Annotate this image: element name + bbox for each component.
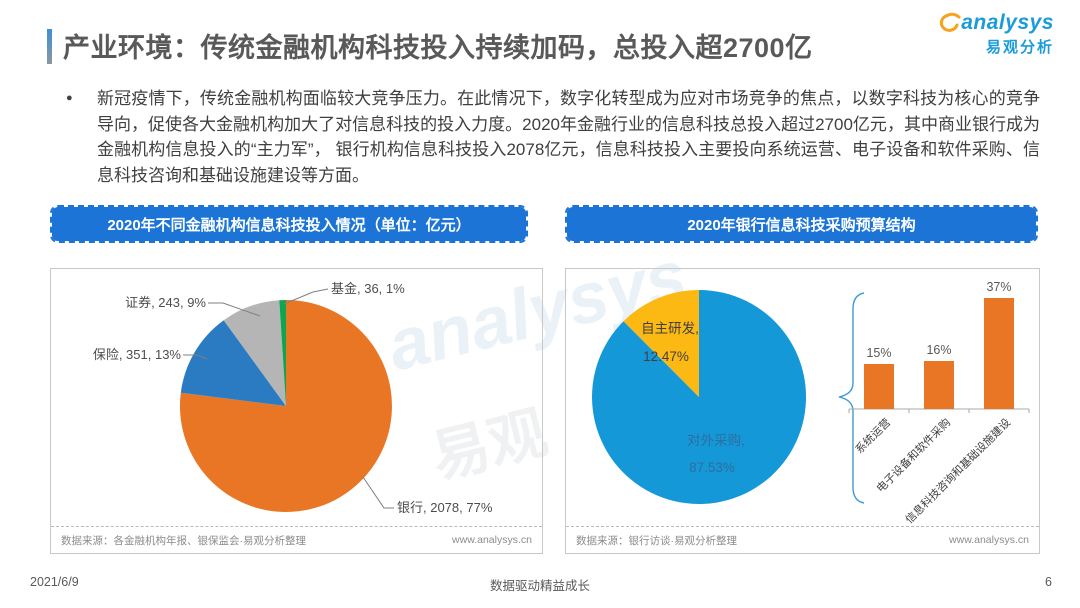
pie-label-procurement-name: 对外采购, — [687, 433, 745, 448]
bar-系统运营 — [864, 364, 894, 409]
bar-value-label: 15% — [866, 346, 891, 360]
right-source-row: 数据来源：银行访谈·易观分析整理 www.analysys.cn — [566, 526, 1039, 553]
bar-电子设备和软件采购 — [924, 361, 954, 409]
title-accent-bar — [47, 29, 52, 64]
right-source-text: 数据来源：银行访谈·易观分析整理 — [576, 534, 737, 547]
bar-信息科技咨询和基础设施建设 — [984, 298, 1014, 409]
logo-swoosh-icon — [940, 12, 961, 32]
left-chart-header: 2020年不同金融机构信息科技投入情况（单位：亿元） — [50, 205, 528, 243]
pie-label-rd-pct: 12.47% — [643, 349, 689, 364]
right-website-text: www.analysys.cn — [949, 534, 1029, 546]
pie-slice-基金 — [279, 299, 286, 406]
pie-slice-银行 — [179, 300, 392, 512]
left-source-text: 数据来源：各金融机构年报、银保监会·易观分析整理 — [61, 534, 306, 547]
pie-label-fund: 基金, 36, 1% — [331, 281, 405, 296]
bar-category-label: 系统运营 — [852, 415, 893, 456]
pie-label-bank: 银行, 2078, 77% — [397, 500, 493, 515]
footer-page-number: 6 — [1045, 575, 1052, 589]
pie-slice-证券 — [223, 300, 286, 406]
pie-label-procurement-pct: 87.53% — [689, 460, 735, 475]
brace-connector — [838, 292, 865, 504]
bar-value-label: 37% — [986, 280, 1011, 294]
pie-label-rd-name: 自主研发, — [641, 321, 699, 336]
summary-paragraph: 新冠疫情下，传统金融机构面临较大竞争压力。在此情况下，数字化转型成为应对市场竞争… — [97, 89, 1040, 185]
pie-label-securities: 证券, 243, 9% — [125, 295, 206, 310]
logo-brand-cn-text: 易观分析 — [985, 39, 1054, 56]
left-pie-chart: 证券, 243, 9% 基金, 36, 1% 保险, 351, 13% 银行, … — [93, 281, 493, 515]
left-source-row: 数据来源：各金融机构年报、银保监会·易观分析整理 www.analysys.cn — [51, 526, 542, 553]
analysys-logo: analysys 易观分析 — [930, 11, 1054, 57]
right-chart-panel: 自主研发, 12.47% 对外采购, 87.53% 15% 系统运营 16% 电子设备… — [565, 268, 1040, 554]
pie-label-insurance: 保险, 351, 13% — [93, 347, 182, 362]
bullet-icon: ● — [66, 92, 73, 104]
pie-right-slices — [592, 290, 807, 504]
pie-slice-对外采购 — [592, 290, 807, 504]
pie-slice-自主研发 — [623, 290, 699, 397]
footer-date: 2021/6/9 — [30, 575, 79, 589]
left-chart-panel: 证券, 243, 9% 基金, 36, 1% 保险, 351, 13% 银行, … — [50, 268, 543, 554]
right-pie-bar-chart: 自主研发, 12.47% 对外采购, 87.53% 15%系统运营16%电子设备… — [592, 280, 1030, 525]
footer-slogan: 数据驱动精益成长 — [489, 579, 590, 593]
logo-brand-text: analysys — [961, 11, 1054, 34]
bar-axis — [848, 408, 1030, 413]
bar-value-label: 16% — [926, 343, 951, 357]
pie-left-slices — [179, 299, 392, 512]
left-website-text: www.analysys.cn — [452, 534, 532, 546]
bar-category-label: 信息科技咨询和基础设施建设 — [902, 415, 1013, 525]
pie-slice-保险 — [180, 320, 286, 406]
page-title: 产业环境：传统金融机构科技投入持续加码，总投入超2700亿 — [63, 33, 813, 63]
pie-left-leader-lines — [183, 288, 394, 509]
right-chart-header: 2020年银行信息科技采购预算结构 — [565, 205, 1038, 243]
